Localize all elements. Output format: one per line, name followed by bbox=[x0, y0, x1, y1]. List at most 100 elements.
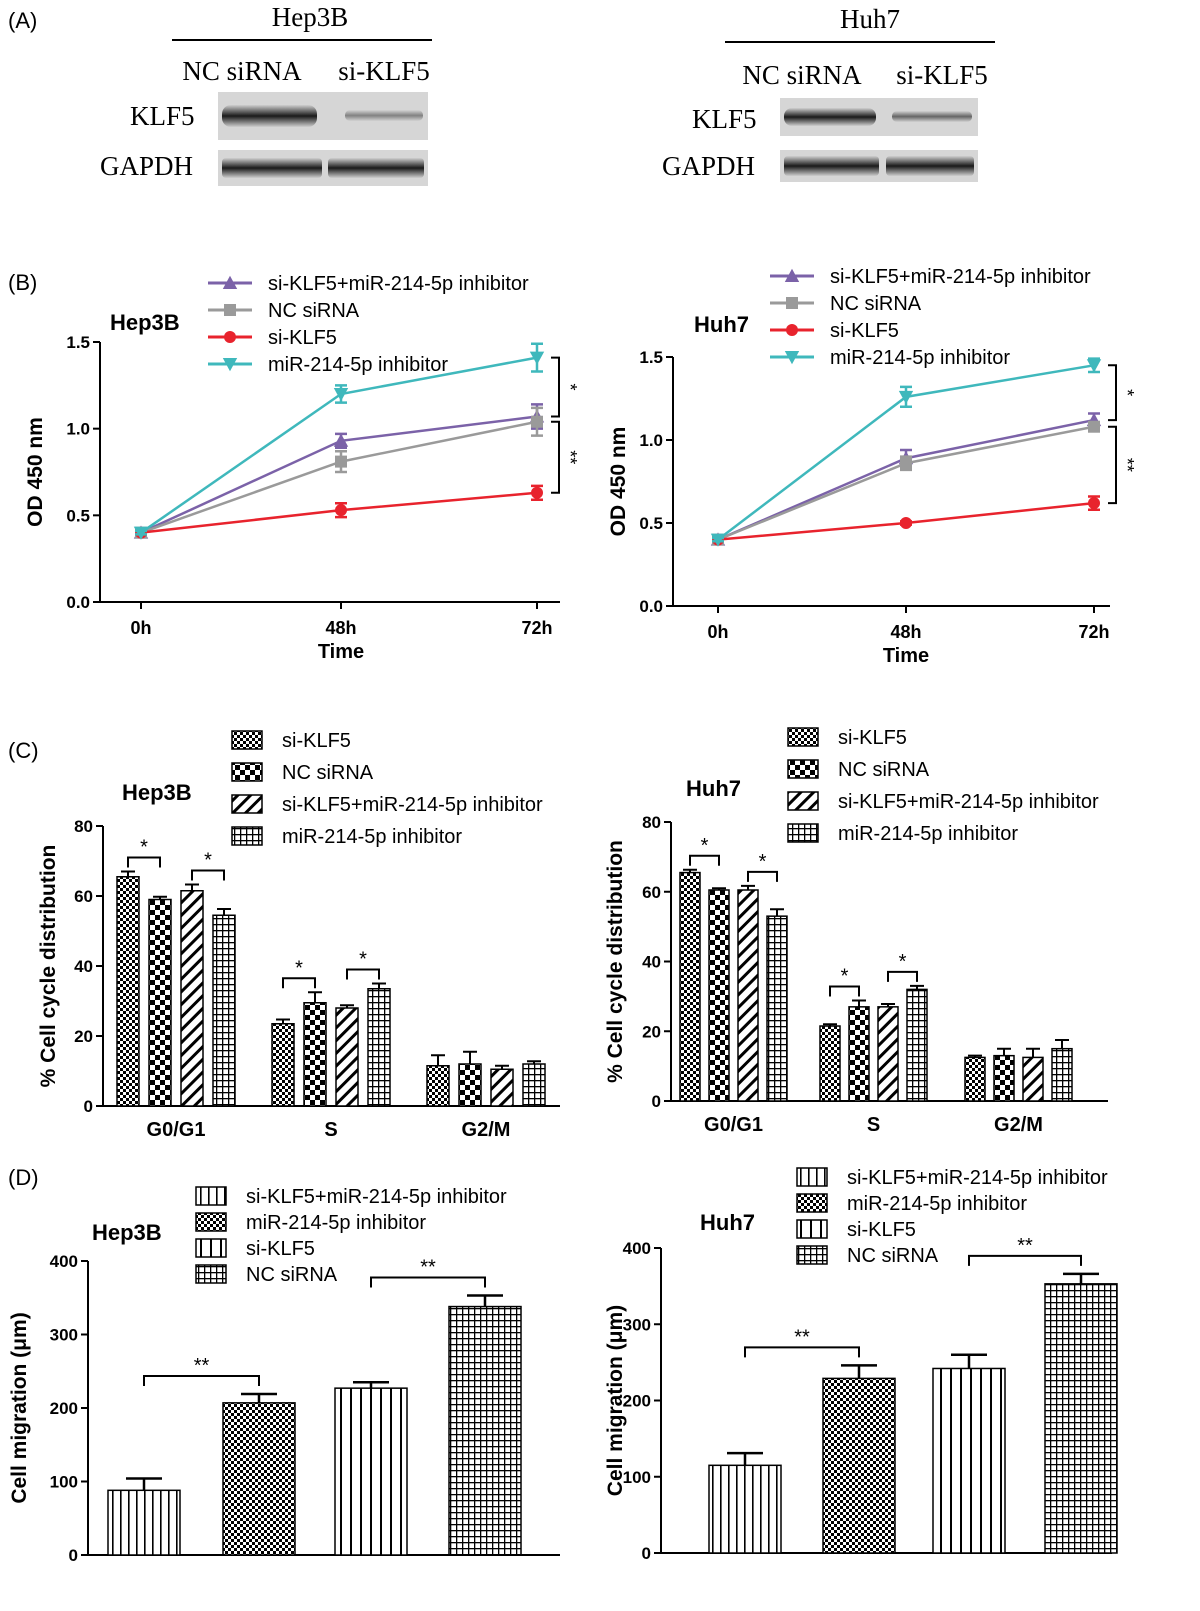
data-point bbox=[224, 304, 236, 316]
x-tick-label: G2/M bbox=[994, 1114, 1043, 1136]
significance-bracket bbox=[346, 968, 380, 980]
y-tick-label: 400 bbox=[50, 1252, 78, 1271]
data-point bbox=[1088, 497, 1100, 510]
legend-label: miR-214-5p inhibitor bbox=[282, 826, 462, 848]
y-tick-label: 200 bbox=[50, 1399, 78, 1418]
bar bbox=[1044, 1283, 1118, 1554]
data-point bbox=[786, 297, 798, 309]
legend-label: si-KLF5+miR-214-5p inhibitor bbox=[246, 1186, 507, 1208]
significance-label: ** bbox=[794, 1326, 810, 1348]
significance-bracket bbox=[551, 356, 560, 418]
lane-label: si-KLF5 bbox=[896, 60, 988, 90]
significance-label: ** bbox=[1017, 1235, 1033, 1257]
y-axis-label: % Cell cycle distribution bbox=[604, 840, 627, 1083]
data-point bbox=[531, 415, 543, 428]
error-bar bbox=[968, 1054, 982, 1058]
error-bar bbox=[121, 870, 135, 877]
error-bar bbox=[683, 868, 697, 873]
significance-bracket bbox=[1108, 364, 1117, 422]
error-bar bbox=[823, 1023, 837, 1027]
bar bbox=[335, 1007, 359, 1107]
blot-huh7: Huh7 NC siRNA si-KLF5 KLF5 GAPDH bbox=[662, 4, 995, 182]
x-tick-label: G0/G1 bbox=[704, 1114, 763, 1136]
significance-bracket bbox=[744, 1346, 860, 1358]
legend-label: miR-214-5p inhibitor bbox=[847, 1193, 1027, 1215]
error-bar bbox=[741, 884, 755, 891]
bar bbox=[458, 1063, 482, 1107]
legend-label: si-KLF5+miR-214-5p inhibitor bbox=[838, 791, 1099, 813]
legend-label: miR-214-5p inhibitor bbox=[246, 1212, 426, 1234]
bar bbox=[906, 988, 928, 1102]
lane-label: si-KLF5 bbox=[338, 56, 430, 86]
blot-row-label: KLF5 bbox=[130, 101, 195, 131]
error-bar bbox=[1063, 1272, 1099, 1284]
band-klf5-nc bbox=[784, 108, 876, 126]
legend-label: si-KLF5 bbox=[246, 1238, 315, 1260]
bar bbox=[303, 1002, 327, 1107]
legend-label: NC siRNA bbox=[246, 1264, 338, 1286]
band-klf5-si bbox=[345, 110, 423, 121]
y-axis-label: OD 450 nm bbox=[607, 427, 630, 537]
y-tick-label: 80 bbox=[642, 813, 661, 832]
data-point bbox=[900, 517, 912, 529]
x-tick-label: 48h bbox=[890, 622, 921, 642]
y-tick-label: 200 bbox=[623, 1392, 651, 1411]
significance-bracket bbox=[143, 1375, 260, 1387]
y-axis-label: % Cell cycle distribution bbox=[37, 845, 60, 1088]
legend-label: si-KLF5 bbox=[268, 327, 337, 349]
legend-label: NC siRNA bbox=[282, 762, 374, 784]
band-klf5-si bbox=[892, 111, 972, 122]
bar bbox=[679, 871, 701, 1102]
legend-label: miR-214-5p inhibitor bbox=[838, 823, 1018, 845]
significance-bracket bbox=[191, 869, 225, 881]
cell-cycle-chart-hep3b: 0 20 40 60 80 % Cell cycle distribution Hep3B s… bbox=[37, 730, 560, 1141]
y-axis-label: Cell migration (μm) bbox=[8, 1312, 31, 1503]
significance-label: * bbox=[295, 957, 303, 979]
cell-cycle-chart-huh7: 0 20 40 60 80 % Cell cycle distribution Huh7 si… bbox=[604, 727, 1108, 1136]
bar bbox=[490, 1068, 514, 1107]
significance-label: ** bbox=[420, 1257, 436, 1279]
data-point bbox=[224, 331, 236, 343]
y-tick-label: 0.5 bbox=[639, 514, 663, 533]
legend-swatch bbox=[231, 794, 263, 814]
blot-row-label: KLF5 bbox=[692, 104, 757, 134]
x-tick-label: 72h bbox=[1078, 622, 1109, 642]
y-tick-label: 1.5 bbox=[639, 348, 663, 367]
bar bbox=[708, 889, 730, 1102]
bar bbox=[212, 914, 236, 1107]
data-point bbox=[784, 351, 800, 365]
blot-cell-line: Huh7 bbox=[840, 4, 900, 34]
bar bbox=[877, 1006, 899, 1102]
legend-label: si-KLF5 bbox=[847, 1219, 916, 1241]
bar bbox=[448, 1305, 522, 1556]
significance-label: * bbox=[701, 835, 709, 857]
error-bar bbox=[308, 991, 322, 1003]
significance-bracket bbox=[887, 970, 918, 982]
panel-label-c: (C) bbox=[8, 738, 39, 763]
error-bar bbox=[463, 1050, 477, 1064]
error-bar bbox=[276, 1018, 290, 1024]
error-bar bbox=[126, 1477, 162, 1491]
x-axis-label: Time bbox=[318, 641, 364, 663]
data-point bbox=[531, 486, 543, 499]
y-tick-label: 1.0 bbox=[66, 420, 90, 439]
bar bbox=[932, 1367, 1006, 1554]
error-bar bbox=[997, 1047, 1011, 1056]
data-point bbox=[333, 388, 349, 402]
y-tick-label: 300 bbox=[623, 1315, 651, 1334]
data-point bbox=[1088, 420, 1100, 433]
error-bar bbox=[431, 1054, 445, 1066]
chart-title: Hep3B bbox=[122, 780, 192, 805]
significance-label: * bbox=[759, 851, 767, 873]
error-bar bbox=[495, 1064, 509, 1070]
significance-bracket bbox=[689, 854, 720, 866]
data-point bbox=[133, 526, 149, 540]
bar bbox=[271, 1023, 295, 1107]
lane-label: NC siRNA bbox=[742, 60, 862, 90]
legend-label: si-KLF5+miR-214-5p inhibitor bbox=[282, 794, 543, 816]
chart-title: Huh7 bbox=[694, 312, 749, 337]
band-gapdh-si bbox=[328, 158, 424, 178]
error-bar bbox=[527, 1060, 541, 1064]
bar bbox=[334, 1387, 408, 1556]
error-bar bbox=[185, 883, 199, 891]
